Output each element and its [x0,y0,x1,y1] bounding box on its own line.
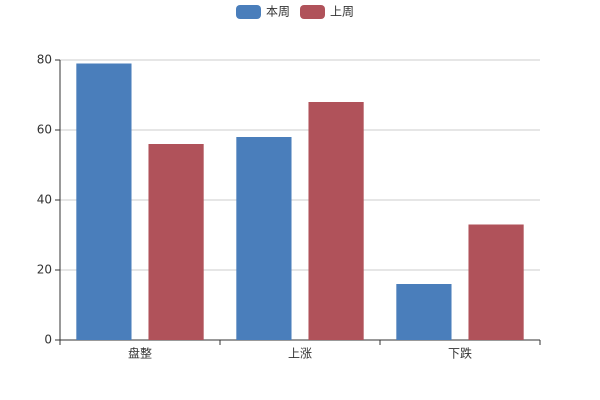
bar [396,284,452,340]
x-tick-label: 盘整 [128,346,152,361]
y-tick-label: 80 [37,53,52,67]
legend-label: 本周 [266,5,290,19]
bar [76,63,132,340]
y-tick-label: 20 [37,263,52,277]
y-tick-label: 60 [37,123,52,137]
bar [308,102,364,340]
y-tick-label: 0 [44,333,52,347]
y-tick-label: 40 [37,193,52,207]
bar [148,144,204,340]
legend-label: 上周 [330,5,354,19]
x-tick-label: 上涨 [288,346,312,361]
legend-swatch [300,5,325,19]
x-tick-label: 下跌 [448,346,472,361]
bar [468,224,524,340]
bar [236,137,292,340]
legend-swatch [236,5,261,19]
